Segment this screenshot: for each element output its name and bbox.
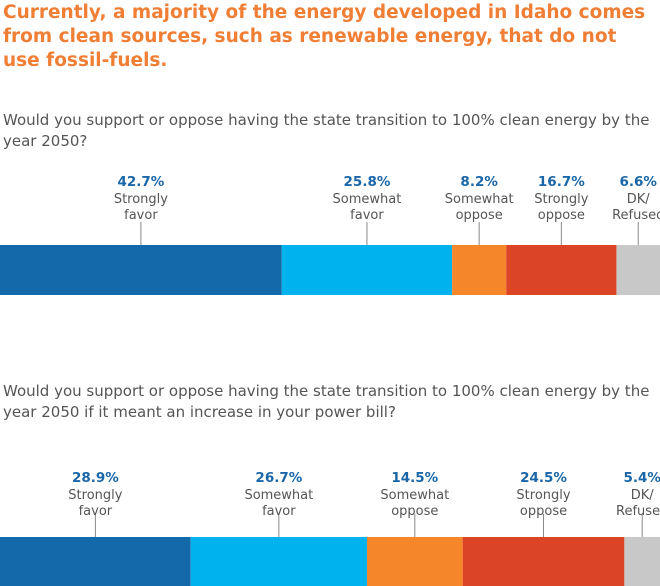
bar-segment-strongly-oppose [506,245,617,295]
category-label-somewhat-favor: Somewhat favor [333,192,402,223]
category-label-strongly-favor: Strongly favor [68,488,122,519]
bar-segment-dk-refused [616,245,660,295]
data-label-somewhat-oppose: 14.5% [391,470,438,486]
data-label-somewhat-favor: 26.7% [255,470,302,486]
data-label-strongly-oppose: 16.7% [538,174,585,190]
data-label-dk-refused: 5.4% [623,470,660,486]
bar-segment-somewhat-oppose [452,245,507,295]
category-label-somewhat-favor: Somewhat favor [244,488,313,519]
data-label-somewhat-oppose: 8.2% [460,174,498,190]
stacked-bar-chart-2: 28.9% Strongly favor 26.7% Somewhat favor 14.5… [0,470,660,586]
category-label-strongly-oppose: Strongly oppose [516,488,570,519]
data-label-somewhat-favor: 25.8% [344,174,391,190]
category-label-dk-refused: DK/Refused [612,192,660,223]
bar-segment-somewhat-favor [281,245,453,295]
bar-segment-somewhat-oppose [366,537,463,586]
category-label-somewhat-oppose: Somewhat oppose [445,192,514,223]
bar-segment-strongly-oppose [462,537,625,586]
headline: Currently, a majority of the energy deve… [3,2,646,71]
data-label-strongly-favor: 28.9% [72,470,119,486]
data-label-dk-refused: 6.6% [619,174,657,190]
question-2: Would you support or oppose having the s… [3,382,650,421]
category-label-dk-refused: DK/Refused [616,488,660,519]
data-label-strongly-favor: 42.7% [117,174,164,190]
bar-segment-somewhat-favor [190,537,367,586]
category-label-strongly-favor: Strongly favor [114,192,168,223]
bar-segment-strongly-favor [0,537,191,586]
data-label-strongly-oppose: 24.5% [520,470,567,486]
question-1: Would you support or oppose having the s… [3,111,650,150]
bar-segment-strongly-favor [0,245,282,295]
stacked-bar-chart-1: 42.7% Strongly favor 25.8% Somewhat favor 8.2%… [0,174,660,295]
bar-segment-dk-refused [624,537,660,586]
category-label-somewhat-oppose: Somewhat oppose [380,488,449,519]
category-label-strongly-oppose: Strongly oppose [534,192,588,223]
